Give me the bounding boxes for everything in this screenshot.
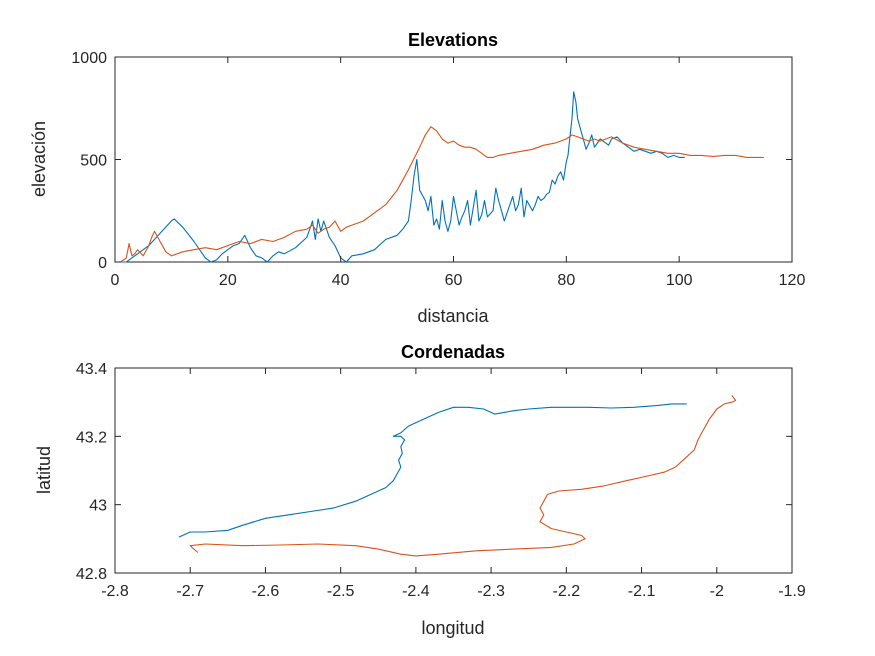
- elevations-axes: 0 20 40 60 80 100 120 0 500 1000 Elevations dista…: [29, 30, 805, 326]
- cordenadas-plot-frame: [114, 367, 793, 574]
- elevations-series-group: [115, 91, 764, 263]
- cordenadas-ticks-group: -2.8 -2.7 -2.6 -2.5 -2.4 -2.3 -2.2 -2.1 -2 -1.9 42…: [76, 361, 806, 600]
- cordenadas-ylabel: latitud: [34, 446, 54, 494]
- cordenadas-xtick-label: -2: [710, 583, 724, 600]
- cordenadas-ytick-label: 42.8: [76, 566, 107, 583]
- elevations-xtick-label: 100: [666, 272, 693, 289]
- cordenadas-xtick-label: -2.7: [176, 583, 204, 600]
- elevations-ytick-label: 500: [80, 153, 107, 170]
- cordenadas-xlabel: longitud: [421, 618, 484, 638]
- cordenadas-xtick-label: -2.8: [101, 583, 129, 600]
- elevations-title: Elevations: [408, 30, 498, 50]
- elevations-xtick-label: 40: [332, 272, 350, 289]
- elevations-series-1-line: [115, 91, 685, 263]
- cordenadas-xtick-label: -1.9: [778, 583, 806, 600]
- cordenadas-xtick-label: -2.4: [402, 583, 430, 600]
- elevations-xlabel: distancia: [417, 306, 489, 326]
- elevations-series-2-line: [115, 126, 764, 263]
- elevations-xtick-label: 20: [219, 272, 237, 289]
- cordenadas-series-2-line: [189, 394, 737, 557]
- cordenadas-ytick-label: 43.2: [76, 429, 107, 446]
- cordenadas-axes: -2.8 -2.7 -2.6 -2.5 -2.4 -2.3 -2.2 -2.1 -2 -1.9 42…: [34, 342, 806, 638]
- elevations-xtick-label: 120: [779, 272, 806, 289]
- elevations-ytick-label: 1000: [71, 50, 107, 67]
- cordenadas-xtick-label: -2.1: [628, 583, 656, 600]
- elevations-plot-frame: [114, 56, 793, 263]
- cordenadas-xtick-label: -2.5: [327, 583, 355, 600]
- cordenadas-ytick-label: 43: [89, 498, 107, 515]
- cordenadas-ytick-label: 43.4: [76, 361, 107, 378]
- cordenadas-title: Cordenadas: [401, 342, 505, 362]
- cordenadas-xtick-label: -2.6: [252, 583, 280, 600]
- cordenadas-xtick-label: -2.2: [553, 583, 581, 600]
- cordenadas-xtick-label: -2.3: [477, 583, 505, 600]
- elevations-xtick-label: 80: [557, 272, 575, 289]
- elevations-xtick-label: 60: [445, 272, 463, 289]
- elevations-xtick-label: 0: [111, 272, 120, 289]
- elevations-ylabel: elevación: [29, 121, 49, 197]
- elevations-ytick-label: 0: [98, 255, 107, 272]
- elevations-ticks-group: 0 20 40 60 80 100 120 0 500 1000: [71, 50, 805, 289]
- cordenadas-series-group: [178, 394, 737, 557]
- cordenadas-series-1-line: [178, 403, 687, 538]
